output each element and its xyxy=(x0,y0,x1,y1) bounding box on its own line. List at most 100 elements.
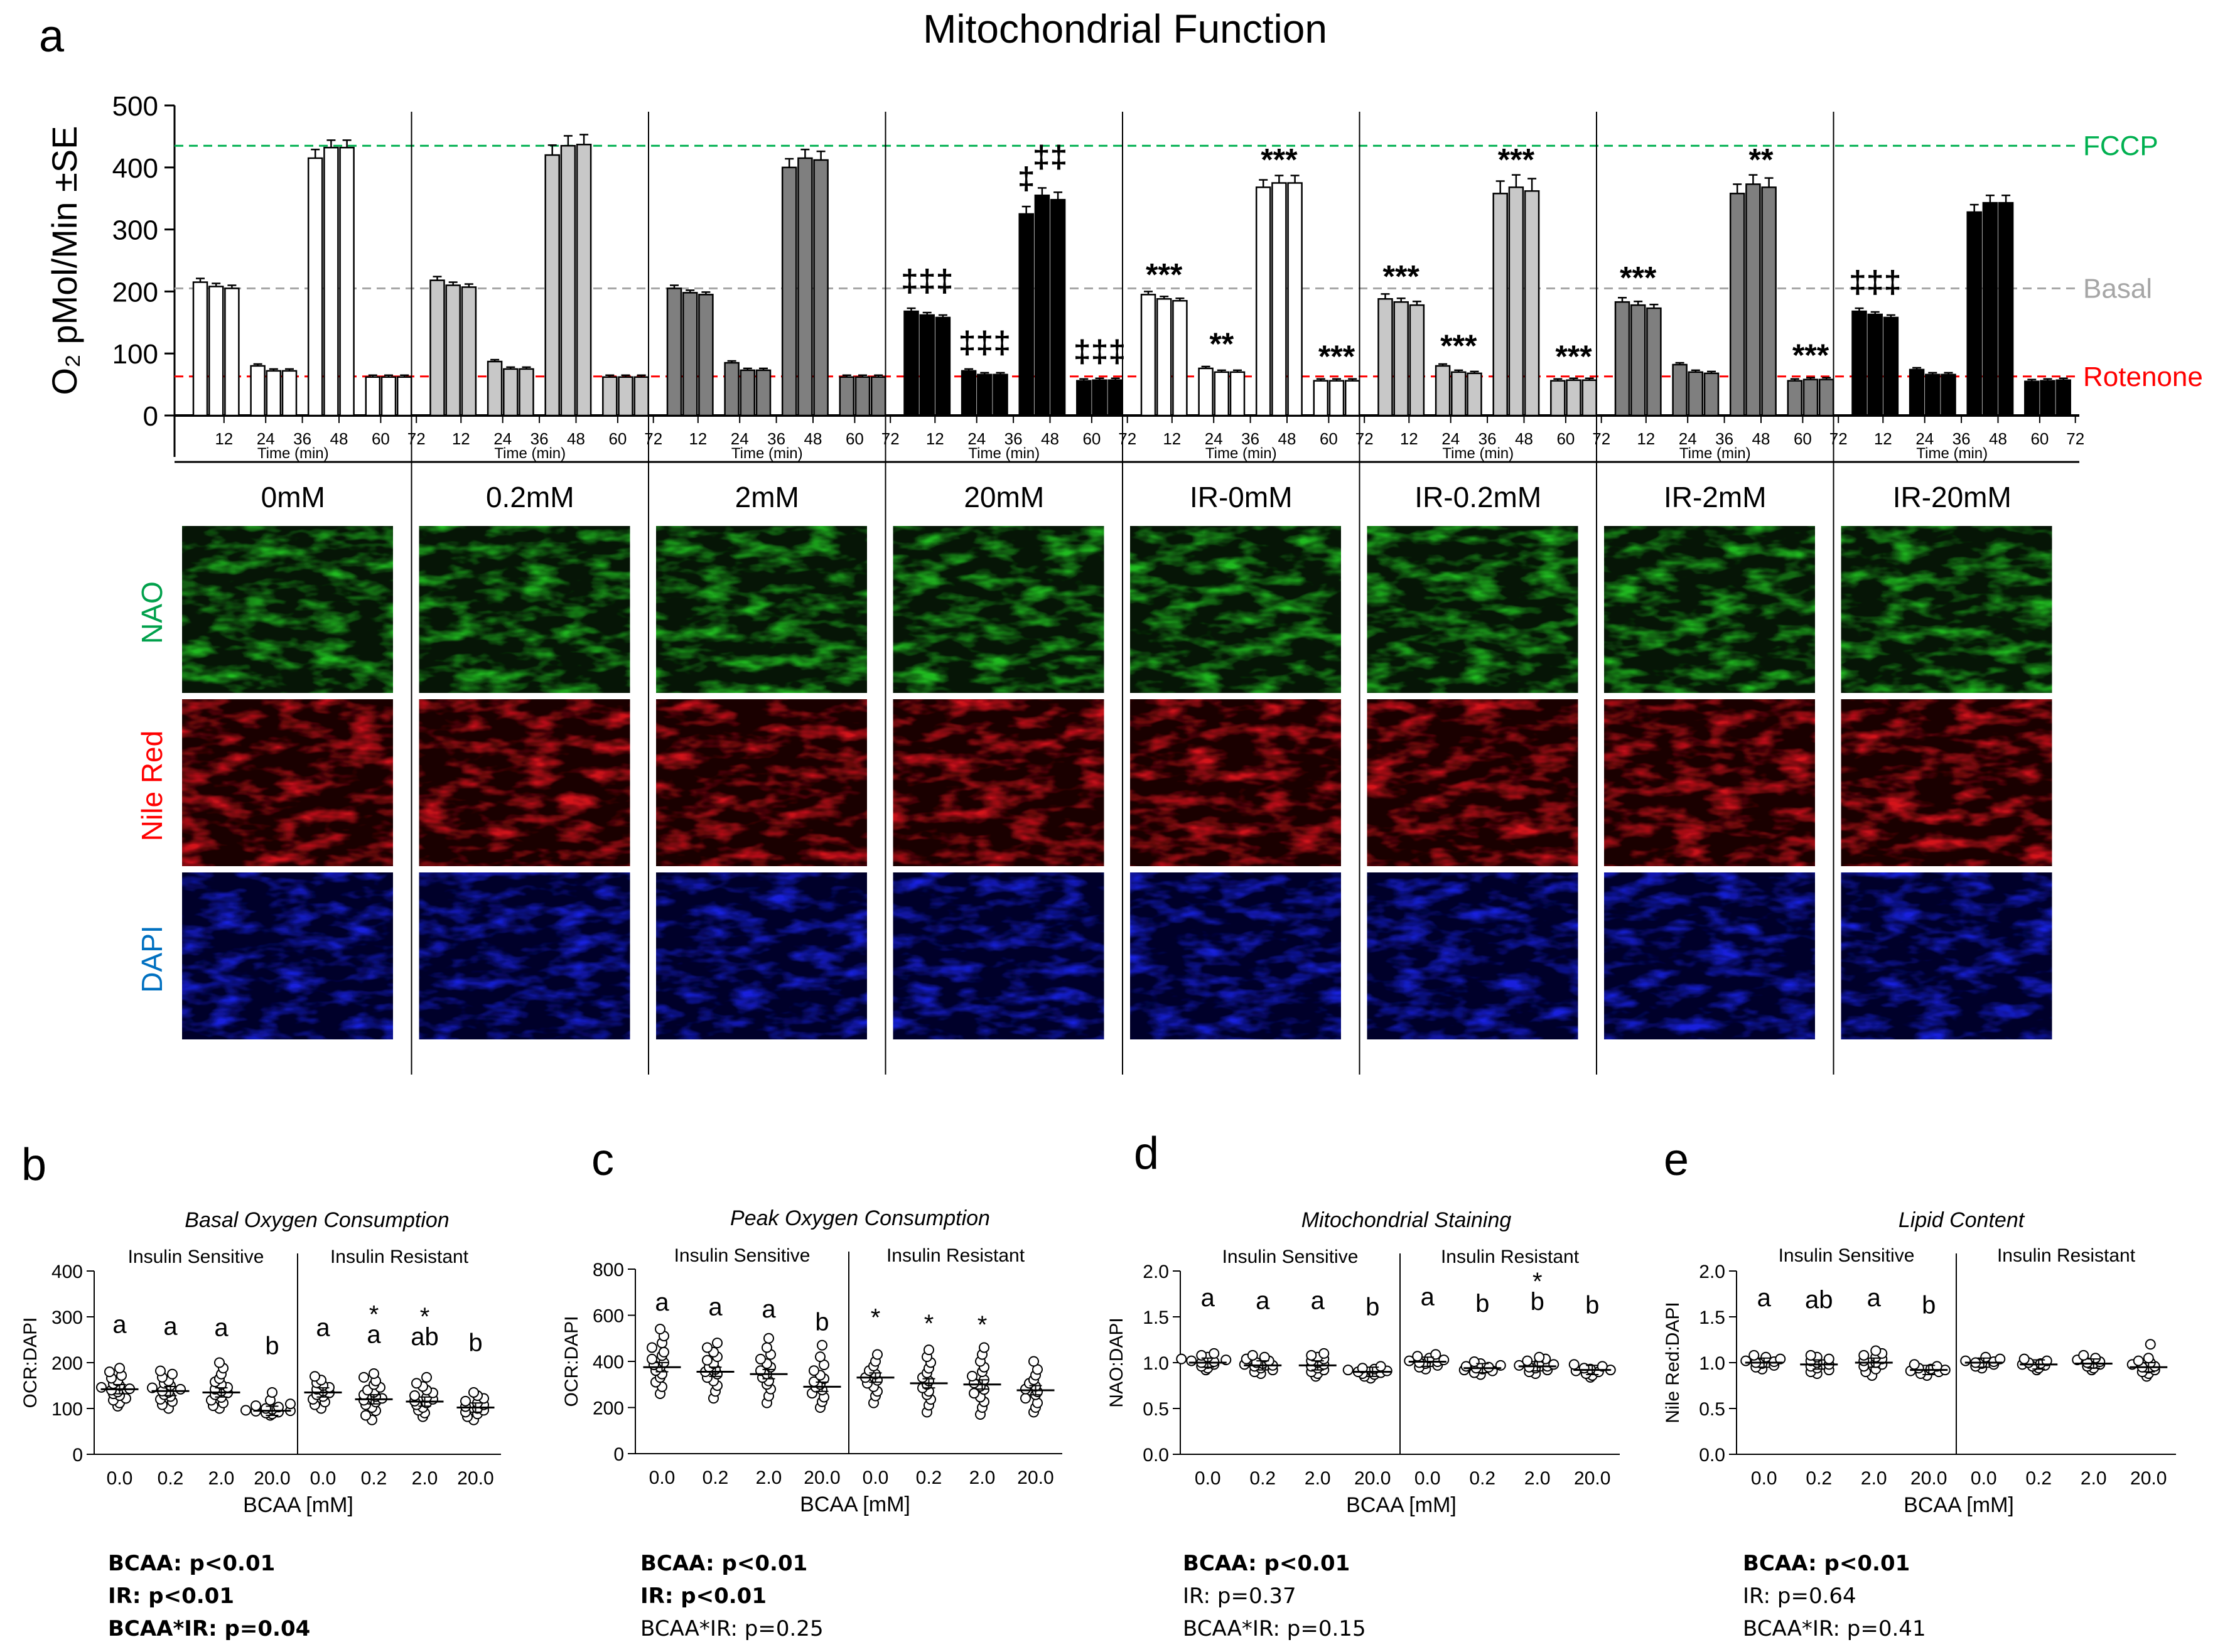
data-point xyxy=(1468,1356,1480,1368)
significance-mark: ‡‡ xyxy=(1033,139,1068,174)
scatter-x-axis-label: BCAA [mM] xyxy=(800,1493,910,1516)
data-point xyxy=(285,1398,296,1410)
time-tick-label: 24 xyxy=(1679,429,1697,448)
bar-ir-0mm-7 xyxy=(1271,182,1287,417)
bar-ir-20mm-8 xyxy=(1998,201,2014,417)
panel-a-y-tick-label: 200 xyxy=(112,277,158,308)
row-label-nile-red: Nile Red xyxy=(136,731,168,841)
time-tick-label: 24 xyxy=(1205,429,1223,448)
time-tick-label: 48 xyxy=(1989,429,2007,448)
stats-line: BCAA: p<0.01 xyxy=(640,1551,807,1576)
scatter-x-tick-label: 20.0 xyxy=(1017,1467,1053,1488)
scatter-y-tick-label: 0.5 xyxy=(1699,1399,1725,1420)
scatter-x-tick-label: 2.0 xyxy=(1524,1468,1551,1489)
significance-letter: a xyxy=(316,1314,330,1341)
group-label-ir-0mm: IR-0mM xyxy=(1190,481,1293,513)
data-point xyxy=(1823,1353,1834,1365)
bar-0.2mm-3 xyxy=(487,360,503,417)
bar-ir-0mm-4 xyxy=(1214,371,1230,417)
stain-image-signal xyxy=(419,699,630,866)
data-point xyxy=(1909,1359,1920,1370)
time-tick-label: 12 xyxy=(1163,429,1181,448)
data-point xyxy=(1858,1349,1870,1361)
stats-line: IR: p<0.01 xyxy=(108,1584,234,1609)
time-tick-label: 48 xyxy=(1752,429,1770,448)
significance-star: * xyxy=(871,1304,881,1332)
data-point xyxy=(2041,1355,2052,1366)
time-tick-label: 48 xyxy=(1278,429,1296,448)
stain-image-signal xyxy=(1130,699,1341,866)
time-axis-label: Time (min) xyxy=(1205,445,1277,462)
scatter-x-tick-label: 2.0 xyxy=(2081,1468,2107,1489)
significance-letter: b xyxy=(1475,1290,1489,1317)
scatter-x-axis-label: BCAA [mM] xyxy=(1904,1493,2014,1517)
significance-mark: ‡ xyxy=(1018,161,1035,196)
bar-0.2mm-0 xyxy=(429,279,445,417)
bar-20mm-10 xyxy=(1092,379,1107,417)
data-point xyxy=(2078,1349,2089,1361)
group-header-insulin-resistant: Insulin Resistant xyxy=(1441,1247,1580,1267)
bar-0.2mm-6 xyxy=(544,154,560,417)
significance-mark: *** xyxy=(1383,259,1420,294)
scatter-y-tick-label: 1.0 xyxy=(1143,1353,1169,1374)
bar-0mm-3 xyxy=(250,365,266,417)
data-point xyxy=(114,1363,125,1374)
scatter-x-tick-label: 2.0 xyxy=(1861,1468,1887,1489)
stain-image-signal xyxy=(182,699,393,866)
time-tick-label: 72 xyxy=(1829,429,1848,448)
bar-2mm-1 xyxy=(682,292,698,417)
bar-ir-0mm-2 xyxy=(1172,299,1188,417)
time-tick-label: 12 xyxy=(1874,429,1892,448)
scatter-x-tick-label: 2.0 xyxy=(412,1468,438,1489)
bar-ir-20mm-2 xyxy=(1883,316,1899,417)
time-tick-label: 60 xyxy=(1556,429,1575,448)
stain-image-signal xyxy=(1130,526,1341,693)
bar-ir-2mm-6 xyxy=(1729,193,1745,417)
panel-a-y-tick-label: 300 xyxy=(112,215,158,246)
time-tick-label: 24 xyxy=(731,429,749,448)
time-tick-label: 60 xyxy=(846,429,864,448)
bar-ir-0.2mm-1 xyxy=(1393,301,1409,417)
time-tick-label: 12 xyxy=(452,429,470,448)
time-axis-label: Time (min) xyxy=(968,445,1040,462)
scatter-x-tick-label: 0.2 xyxy=(1469,1468,1495,1489)
reference-label-fccp: FCCP xyxy=(2083,131,2158,161)
data-point xyxy=(1028,1356,1039,1367)
bar-ir-0.2mm-8 xyxy=(1524,190,1540,417)
time-tick-label: 60 xyxy=(1320,429,1338,448)
bar-ir-0mm-11 xyxy=(1344,380,1360,417)
significance-mark: *** xyxy=(1318,339,1355,374)
bar-20mm-0 xyxy=(903,310,919,417)
scatter-x-tick-label: 0.2 xyxy=(158,1468,184,1489)
time-tick-label: 72 xyxy=(407,429,426,448)
significance-letter: b xyxy=(265,1333,279,1360)
data-point xyxy=(755,1353,766,1365)
data-point xyxy=(815,1351,826,1363)
data-point xyxy=(969,1388,979,1399)
bar-2mm-2 xyxy=(698,294,714,417)
data-point xyxy=(924,1344,934,1356)
significance-star: * xyxy=(924,1310,934,1338)
stats-line: IR: p<0.01 xyxy=(640,1584,767,1609)
bar-2mm-11 xyxy=(870,376,886,417)
time-tick-label: 36 xyxy=(767,429,785,448)
group-label-0.2mm: 0.2mM xyxy=(486,481,574,513)
time-tick-label: 72 xyxy=(644,429,662,448)
scatter-x-tick-label: 0.0 xyxy=(310,1468,337,1489)
data-point xyxy=(2018,1353,2030,1365)
bar-0mm-9 xyxy=(365,376,381,417)
scatter-x-tick-label: 2.0 xyxy=(969,1467,996,1488)
bar-ir-2mm-7 xyxy=(1745,183,1761,417)
significance-letter: a xyxy=(1421,1284,1435,1311)
time-tick-label: 24 xyxy=(1915,429,1934,448)
data-point xyxy=(1176,1353,1187,1365)
bar-0.2mm-1 xyxy=(445,284,461,417)
stats-line: BCAA: p<0.01 xyxy=(1743,1551,1910,1576)
bar-ir-20mm-1 xyxy=(1867,313,1883,417)
scatter-y-tick-label: 0.5 xyxy=(1143,1399,1169,1420)
data-point xyxy=(1186,1355,1197,1366)
data-point xyxy=(1931,1361,1942,1372)
panel-label-b: b xyxy=(21,1140,46,1190)
significance-letter: a xyxy=(1757,1284,1772,1312)
data-point xyxy=(310,1371,320,1382)
